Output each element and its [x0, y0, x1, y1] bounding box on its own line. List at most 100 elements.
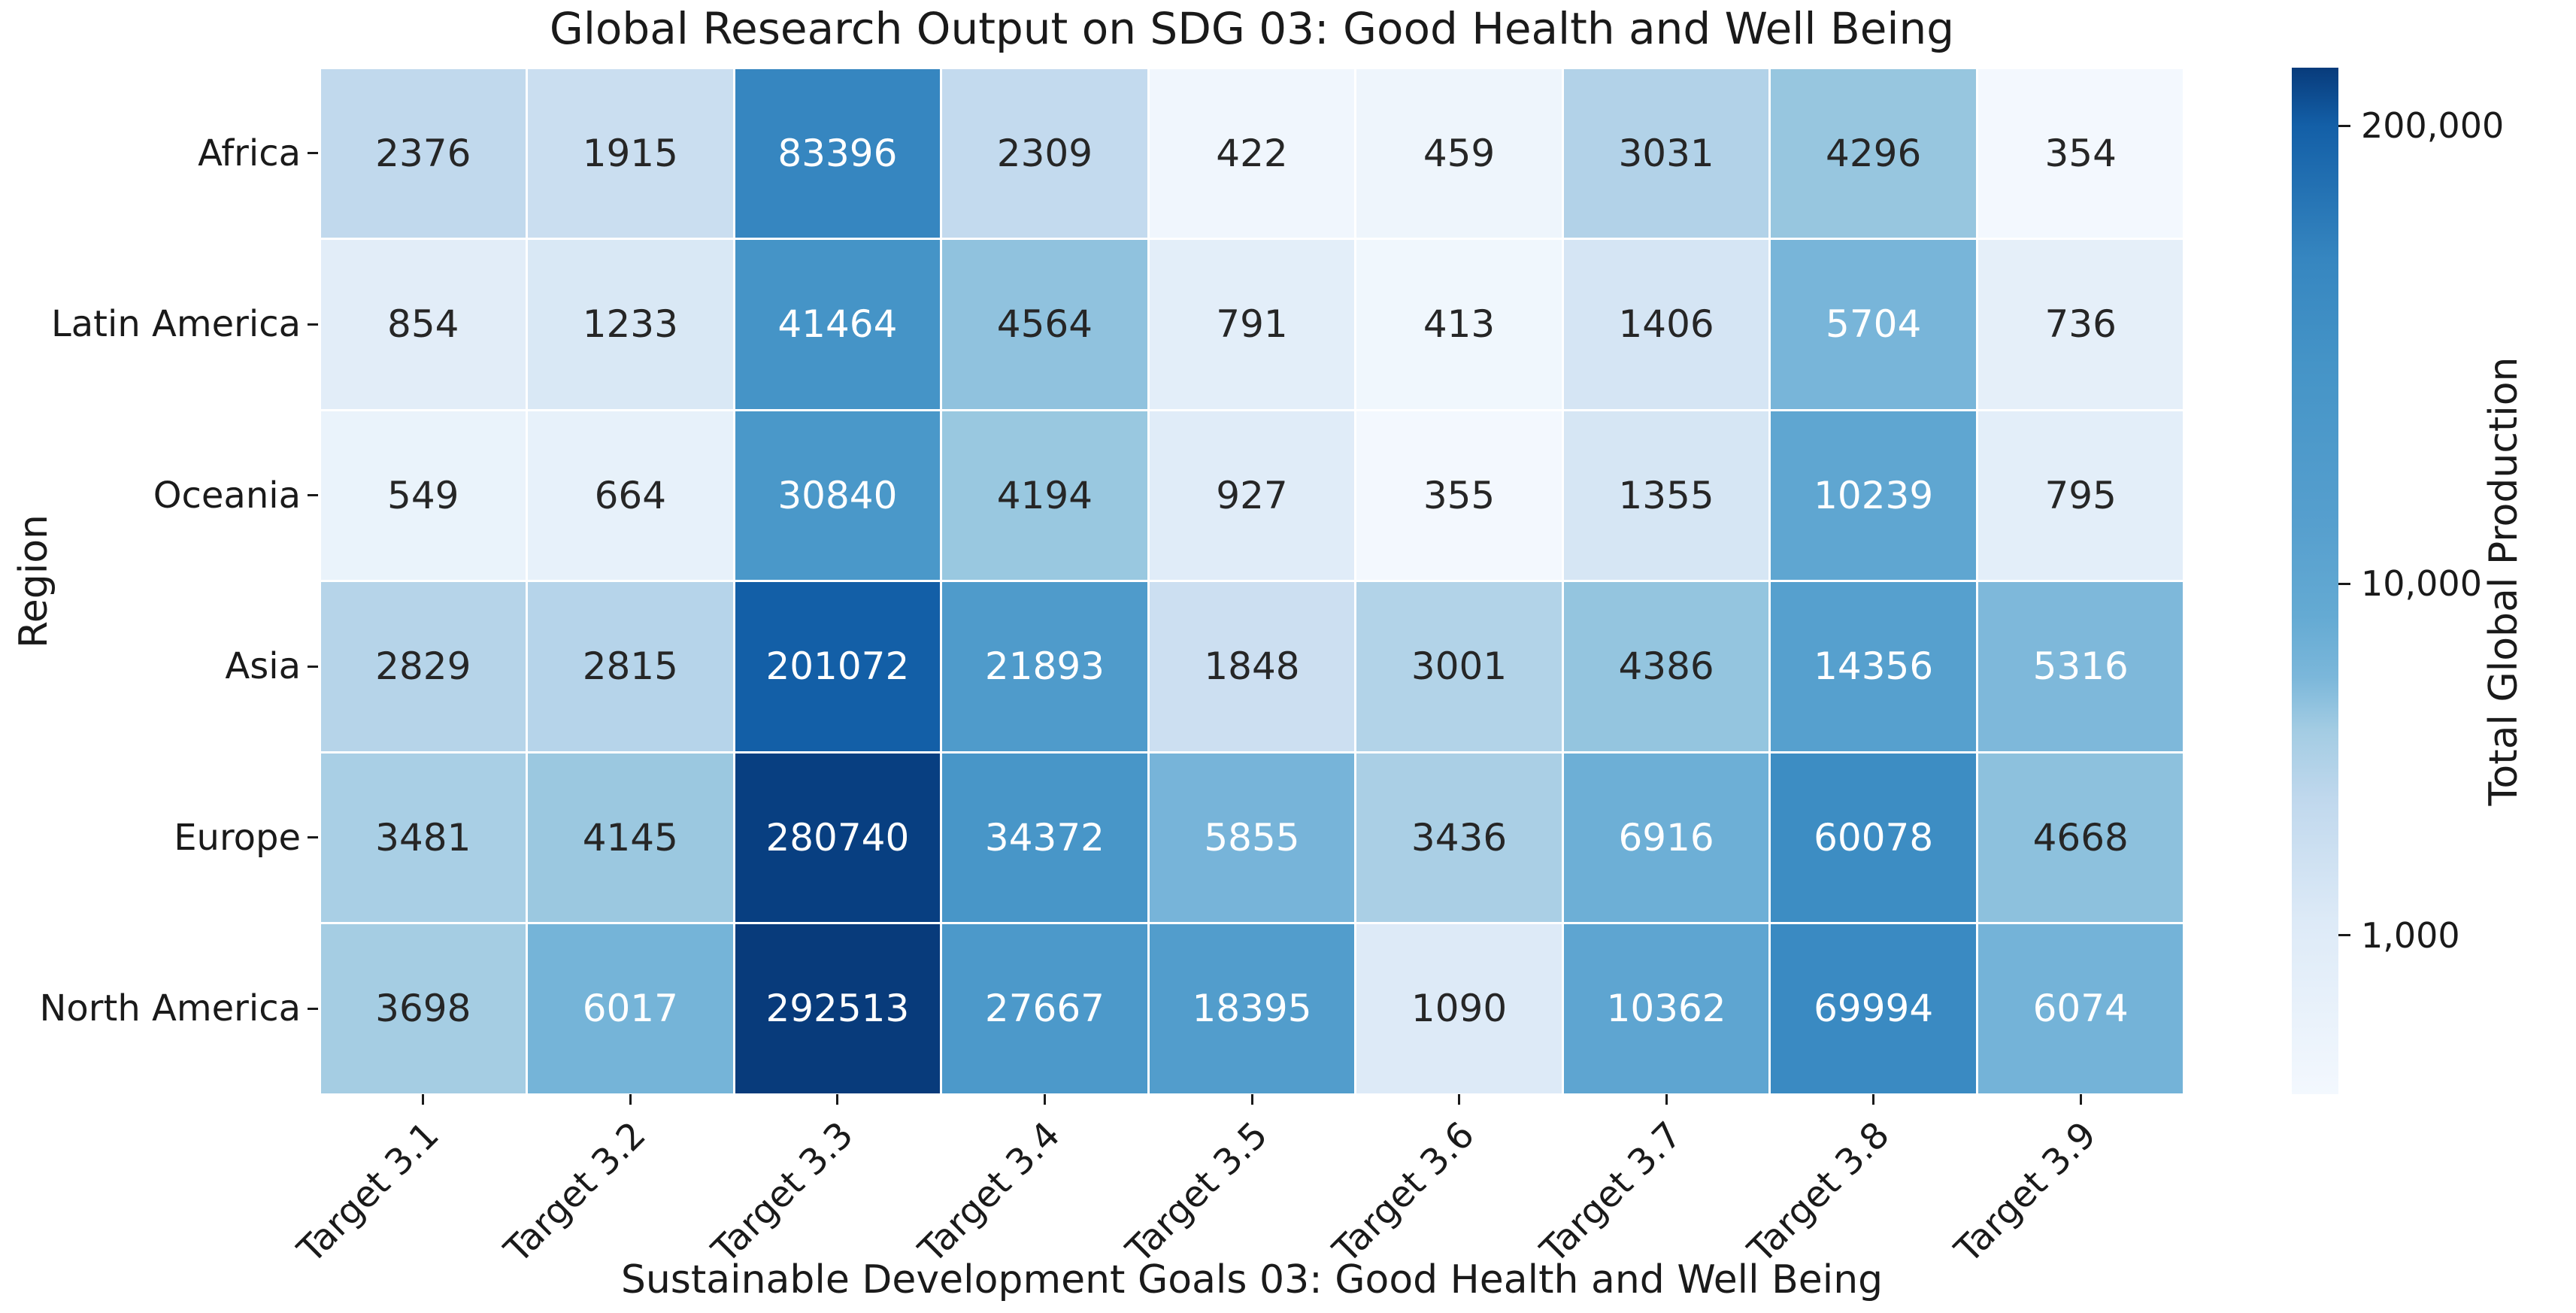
cell-value: 10239 — [1814, 473, 1934, 517]
cell-value: 1848 — [1204, 644, 1300, 689]
heatmap-cell: 10362 — [1563, 924, 1769, 1093]
cell-value: 413 — [1423, 302, 1496, 347]
heatmap-cell: 3436 — [1356, 753, 1562, 922]
cell-value: 3001 — [1411, 644, 1508, 689]
cell-value: 201072 — [765, 644, 910, 689]
y-tick — [308, 152, 318, 155]
colorbar-tick-label: 200,000 — [2361, 105, 2505, 147]
heatmap-cell: 6916 — [1563, 753, 1769, 922]
heatmap-cell: 60078 — [1771, 753, 1976, 922]
cell-value: 21893 — [984, 644, 1105, 689]
x-axis-label: Sustainable Development Goals 03: Good H… — [620, 1257, 1884, 1302]
row-label: North America — [39, 987, 301, 1030]
heatmap-cell: 6074 — [1977, 924, 2184, 1093]
cell-value: 2829 — [375, 644, 471, 689]
cell-value: 3031 — [1618, 131, 1714, 175]
heatmap-cell: 4145 — [528, 753, 733, 922]
heatmap-cell: 69994 — [1771, 924, 1976, 1093]
heatmap-cell: 4194 — [942, 411, 1147, 580]
x-tick-label: Target 3.3 — [704, 1114, 862, 1272]
cell-value: 14356 — [1814, 644, 1934, 689]
heatmap-cell: 4386 — [1563, 582, 1769, 751]
cell-value: 459 — [1423, 131, 1496, 175]
x-tick — [1250, 1094, 1253, 1105]
heatmap-cell: 791 — [1149, 240, 1355, 409]
heatmap-cell: 1233 — [528, 240, 733, 409]
cell-value: 4386 — [1618, 644, 1714, 689]
heatmap-cell: 664 — [528, 411, 733, 580]
cell-value: 2376 — [375, 131, 471, 175]
heatmap-cell: 1090 — [1356, 924, 1562, 1093]
cell-value: 354 — [2044, 131, 2117, 175]
row-label: Asia — [225, 645, 301, 688]
heatmap-cell: 292513 — [735, 924, 941, 1093]
heatmap-cell: 355 — [1356, 411, 1562, 580]
cell-value: 1090 — [1411, 987, 1508, 1031]
x-tick-label: Target 3.7 — [1532, 1114, 1690, 1272]
colorbar-label: Total Global Production — [2481, 356, 2526, 806]
colorbar-tick — [2338, 934, 2350, 937]
heatmap-cell: 4564 — [942, 240, 1147, 409]
cell-value: 1915 — [582, 131, 678, 175]
heatmap-cell: 1355 — [1563, 411, 1769, 580]
heatmap-cell: 18395 — [1149, 924, 1355, 1093]
heatmap-cell: 5316 — [1977, 582, 2184, 751]
x-tick — [1872, 1094, 1875, 1105]
x-tick-label: Target 3.9 — [1947, 1114, 2105, 1272]
heatmap-cell: 3031 — [1563, 68, 1769, 238]
x-tick-label: Target 3.5 — [1118, 1114, 1276, 1272]
x-tick — [1458, 1094, 1461, 1105]
cell-value: 69994 — [1814, 987, 1934, 1031]
heatmap-cell: 4668 — [1977, 753, 2184, 922]
row-label: Latin America — [51, 303, 301, 346]
heatmap-grid: 2376 1915 83396 2309 422 459 3031 4296 354 854 123… — [320, 68, 2184, 1094]
x-tick — [422, 1094, 425, 1105]
heatmap-cell: 14356 — [1771, 582, 1976, 751]
cell-value: 41464 — [777, 302, 898, 347]
x-tick-label: Target 3.6 — [1325, 1114, 1483, 1272]
x-tick-label: Target 3.4 — [911, 1114, 1069, 1272]
heatmap-cell: 5704 — [1771, 240, 1976, 409]
heatmap-cell: 1848 — [1149, 582, 1355, 751]
heatmap-cell: 413 — [1356, 240, 1562, 409]
colorbar-tick — [2338, 124, 2350, 127]
cell-value: 4668 — [2032, 815, 2129, 860]
heatmap-cell: 201072 — [735, 582, 941, 751]
cell-value: 927 — [1216, 473, 1288, 517]
heatmap-cell: 3698 — [320, 924, 526, 1093]
cell-value: 292513 — [765, 987, 910, 1031]
heatmap-cell: 549 — [320, 411, 526, 580]
heatmap-cell: 10239 — [1771, 411, 1976, 580]
cell-value: 664 — [594, 473, 667, 517]
cell-value: 5316 — [2032, 644, 2129, 689]
cell-value: 18395 — [1192, 987, 1312, 1031]
cell-value: 355 — [1423, 473, 1496, 517]
cell-value: 27667 — [984, 987, 1105, 1031]
cell-value: 4194 — [996, 473, 1093, 517]
heatmap-cell: 41464 — [735, 240, 941, 409]
row-label: Oceania — [153, 474, 301, 517]
heatmap-cell: 736 — [1977, 240, 2184, 409]
y-tick — [308, 665, 318, 668]
cell-value: 34372 — [984, 815, 1105, 860]
heatmap-cell: 422 — [1149, 68, 1355, 238]
y-axis-label: Region — [11, 514, 56, 648]
colorbar — [2292, 68, 2338, 1094]
colorbar-tick-label: 1,000 — [2361, 914, 2460, 956]
cell-value: 6017 — [582, 987, 678, 1031]
heatmap-cell: 354 — [1977, 68, 2184, 238]
cell-value: 280740 — [765, 815, 910, 860]
x-tick — [629, 1094, 632, 1105]
cell-value: 60078 — [1814, 815, 1934, 860]
y-tick — [308, 1007, 318, 1010]
y-tick — [308, 494, 318, 497]
heatmap-cell: 6017 — [528, 924, 733, 1093]
heatmap-cell: 83396 — [735, 68, 941, 238]
cell-value: 83396 — [777, 131, 898, 175]
colorbar-tick — [2338, 582, 2350, 585]
cell-value: 1406 — [1618, 302, 1714, 347]
cell-value: 1233 — [582, 302, 678, 347]
cell-value: 2309 — [996, 131, 1093, 175]
x-tick — [1665, 1094, 1668, 1105]
